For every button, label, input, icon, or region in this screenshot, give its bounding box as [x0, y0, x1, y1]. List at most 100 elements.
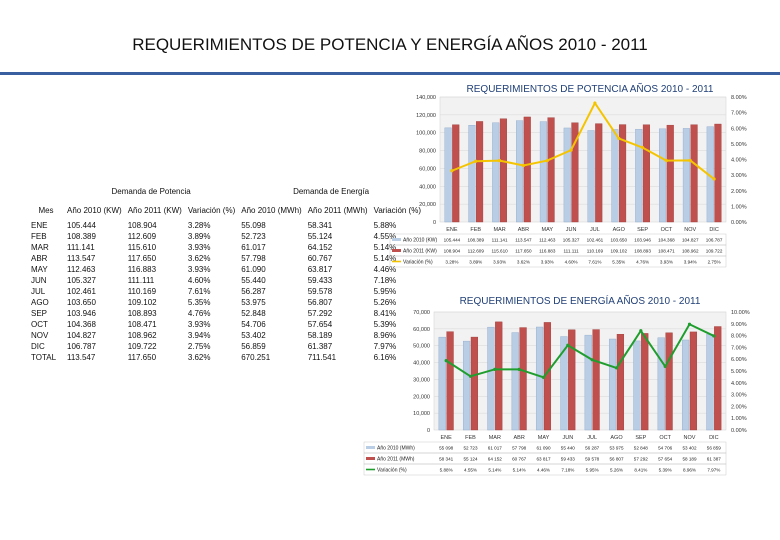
data-table-cell: 54 706 — [658, 446, 672, 451]
data-table-row — [389, 244, 727, 257]
x-tick-label: ABR — [514, 435, 525, 441]
data-table-cell: 111.141 — [492, 238, 508, 243]
header-cell: Año 2011 (KW) — [127, 205, 182, 215]
table-row: NOV 104.827 108.962 3.94% 53.402 58.189 8.96% — [28, 330, 424, 341]
table-cell: 64.152 — [307, 243, 333, 252]
x-tick-label: MAR — [489, 435, 501, 441]
bar-2011 — [616, 334, 625, 431]
data-table-cell: 56 807 — [609, 457, 623, 462]
table-cell: 4.55% — [373, 232, 397, 241]
data-table-cell: 108.962 — [682, 249, 699, 254]
table-cell: 5.39% — [373, 320, 397, 329]
variation-point — [617, 136, 621, 141]
data-table-cell: 55 098 — [439, 446, 453, 451]
table-cell: MAR — [31, 243, 49, 252]
table-cell: 102.461 — [67, 287, 96, 296]
variation-point — [493, 367, 497, 371]
table-cell: 5.14% — [373, 254, 397, 263]
x-tick-label: AGO — [613, 227, 626, 233]
data-table-cell: 5.14% — [513, 468, 526, 473]
variation-point — [640, 146, 645, 150]
y2-tick-label: 5.00% — [731, 142, 747, 148]
table-cell: 57.654 — [307, 320, 333, 329]
data-table-cell: 106.787 — [706, 238, 723, 243]
table-cell: 117.650 — [127, 254, 157, 263]
bar-2011 — [470, 336, 479, 431]
bar-2010 — [444, 127, 452, 223]
data-table-cell: 61 387 — [707, 457, 721, 462]
y2-tick-label: 8.00% — [731, 334, 747, 340]
table-row: TOTAL 113.547 117.650 3.62% 670.251 711.541 6.… — [28, 352, 424, 363]
y2-tick-label: 6.00% — [731, 357, 747, 363]
data-table-cell: 105.444 — [444, 238, 461, 243]
legend-label: Año 2011 (KW) — [403, 249, 437, 255]
variation-point — [444, 359, 448, 363]
table-cell: 61.017 — [241, 243, 266, 252]
table-cell: 670.251 — [241, 353, 271, 362]
x-tick-label: JUN — [562, 435, 573, 441]
data-table-cell: 57 654 — [658, 457, 672, 462]
x-tick-label: ENE — [441, 435, 453, 441]
y2-tick-label: 1.00% — [731, 416, 747, 422]
data-table-cell: 56 287 — [585, 446, 599, 451]
variation-point — [569, 148, 573, 152]
bar-2011 — [592, 329, 600, 431]
table-cell: 6.16% — [373, 353, 397, 362]
variation-point — [664, 158, 669, 163]
data-table-cell: 104.368 — [658, 238, 675, 243]
bar-2010 — [681, 339, 690, 431]
data-table-cell: 60 767 — [512, 457, 526, 462]
bar-2010 — [657, 337, 665, 431]
table-cell: 117.650 — [127, 353, 157, 362]
data-table-cell: 5.26% — [610, 468, 623, 473]
table-cell: 112.609 — [127, 232, 157, 241]
data-table-cell: 115.610 — [491, 249, 508, 254]
table-cell: 108.389 — [67, 232, 96, 241]
table-cell: 57.292 — [307, 309, 333, 318]
table-cell: 55.440 — [241, 276, 266, 285]
data-table-cell: 52 723 — [463, 446, 477, 451]
data-table-cell: 5.88% — [440, 468, 453, 473]
variation-point — [590, 358, 594, 362]
data-table-row — [389, 233, 727, 246]
y2-tick-label: 1.00% — [731, 204, 747, 210]
data-table-cell: 103.946 — [634, 238, 651, 243]
data-table-cell: 108.471 — [658, 249, 675, 254]
bar-2011 — [666, 124, 674, 223]
data-table-cell: 55 440 — [561, 446, 575, 451]
legend-label: Variación (%) — [377, 468, 407, 474]
y2-tick-label: 9.00% — [731, 322, 747, 328]
x-tick-label: DIC — [709, 227, 719, 233]
header-cell: Variación (%) — [373, 205, 421, 215]
variation-point — [474, 159, 478, 163]
data-table-cell: 3.62% — [517, 260, 530, 265]
table-cell: 5.35% — [187, 298, 211, 307]
data-table-cell: 3.89% — [469, 260, 482, 265]
y2-tick-label: 0.00% — [731, 220, 747, 226]
variation-point — [545, 158, 549, 163]
table-row: MAY 112.463 116.883 3.93% 61.090 63.817 4.46% — [28, 264, 424, 275]
y2-tick-label: 10.00% — [731, 310, 750, 316]
bar-2011 — [547, 117, 555, 223]
legend-label: Año 2010 (MWh) — [377, 446, 415, 452]
bar-2011 — [665, 332, 673, 431]
y-tick-label: 50,000 — [413, 344, 430, 350]
bar-2010 — [635, 128, 643, 223]
y-tick-label: 40,000 — [419, 184, 436, 190]
x-tick-label: NOV — [684, 227, 696, 233]
bar-2011 — [571, 122, 579, 223]
data-table-cell: 59 578 — [585, 457, 599, 462]
data-table-cell: 53 975 — [609, 446, 623, 451]
variation-point — [468, 374, 473, 378]
data-table-cell: 57 292 — [634, 457, 648, 462]
data-table-cell: 55 124 — [463, 457, 477, 462]
table-cell: 7.97% — [373, 342, 397, 351]
table-cell: 116.883 — [127, 265, 157, 274]
bar-2010 — [535, 326, 544, 431]
y-tick-label: 0 — [433, 220, 436, 226]
variation-point — [687, 322, 692, 326]
bar-2010 — [587, 130, 595, 223]
variation-line — [445, 322, 715, 379]
table-cell: 56.807 — [307, 298, 333, 307]
table-cell: 103.650 — [67, 298, 96, 307]
